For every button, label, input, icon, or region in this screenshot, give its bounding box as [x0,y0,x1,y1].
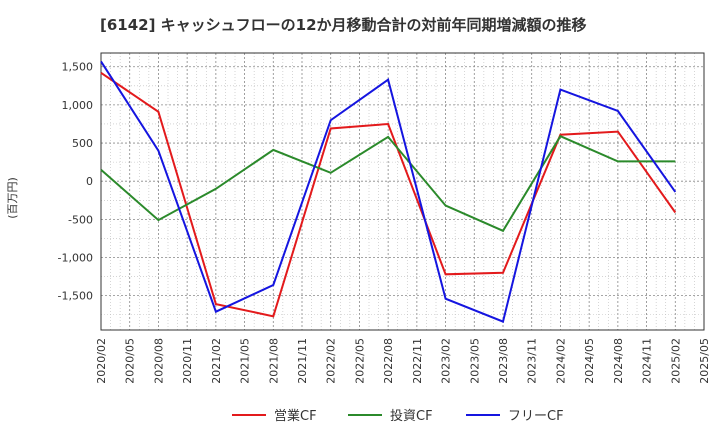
y-tick-label: 0 [86,175,93,188]
grid-layer [101,53,704,330]
x-tick-label: 2025/05 [698,338,711,384]
x-tick-label: 2020/11 [181,338,194,384]
y-tick-label: -1,500 [58,290,93,303]
x-tick-label: 2024/02 [554,338,567,384]
chart-title: [6142] キャッシュフローの12か月移動合計の対前年同期増減額の推移 [100,16,587,34]
x-tick-label: 2024/05 [583,338,596,384]
series-line [100,134,676,233]
series-layer [100,60,677,323]
x-tick-label: 2021/05 [239,338,252,384]
legend-label: 営業CF [274,408,317,424]
x-tick-label: 2025/02 [669,338,682,384]
x-tick-label: 2023/02 [440,338,453,384]
legend-label: 投資CF [390,408,433,424]
legend: 営業CF 投資CF フリーCF [232,408,564,424]
x-tick-label: 2020/05 [124,338,137,384]
x-tick-label: 2021/11 [296,338,309,384]
y-tick-label: -500 [68,213,93,226]
series-line [100,60,677,323]
x-tick-label: 2023/11 [526,338,539,384]
x-tick-label: 2023/08 [497,338,510,384]
legend-label: フリーCF [508,409,564,424]
x-tick-label: 2022/05 [353,338,366,384]
y-tick-label: 500 [72,137,93,150]
series-line [100,71,677,318]
x-tick-label: 2020/02 [95,338,108,384]
axis-layer: 2020/02 2020/05 2020/08 2020/11 2021/02 2021/… [58,52,711,384]
x-tick-label: 2022/11 [411,338,424,384]
x-tick-label: 2021/02 [210,338,223,384]
x-tick-label: 2024/08 [612,338,625,384]
x-tick-label: 2022/08 [382,338,395,384]
x-tick-label: 2022/02 [325,338,338,384]
x-tick-label: 2020/08 [152,338,165,384]
x-tick-label: 2021/08 [267,338,280,384]
x-tick-label: 2023/05 [468,338,481,384]
y-tick-label: 1,000 [62,99,94,112]
plot-frame [100,52,705,331]
y-axis-label: (百万円) [6,177,19,219]
y-tick-label: -1,000 [58,252,93,265]
x-tick-label: 2024/11 [641,338,654,384]
y-tick-label: 1,500 [62,61,94,74]
